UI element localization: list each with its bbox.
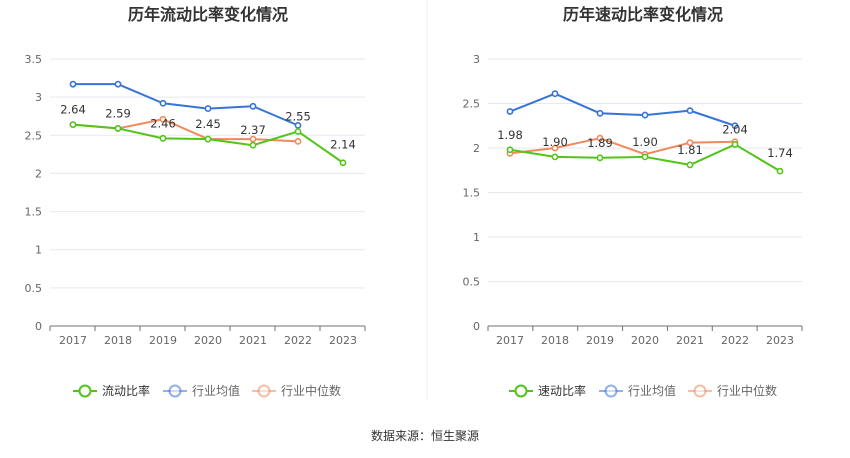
x-tick-label: 2022 xyxy=(284,334,312,347)
x-tick-label: 2021 xyxy=(239,334,267,347)
y-tick-label: 0 xyxy=(473,320,480,333)
legend-marker[interactable] xyxy=(168,384,182,398)
data-label: 2.46 xyxy=(150,116,176,130)
x-tick-label: 2021 xyxy=(676,334,704,347)
data-label: 2.45 xyxy=(195,117,221,131)
data-point-company[interactable] xyxy=(114,125,122,132)
y-tick-label: 2 xyxy=(35,167,42,180)
data-point-avg[interactable] xyxy=(249,102,257,110)
data-point-company[interactable] xyxy=(159,134,167,142)
data-point-company[interactable] xyxy=(294,128,302,135)
data-point-company[interactable] xyxy=(551,153,559,161)
data-source-text: 数据来源：恒生聚源 xyxy=(371,428,479,443)
x-tick-label: 2018 xyxy=(541,334,569,347)
x-tick-label: 2017 xyxy=(59,334,87,347)
x-tick-label: 2023 xyxy=(766,334,794,347)
data-point-avg[interactable] xyxy=(551,90,559,98)
data-point-median[interactable] xyxy=(596,134,604,142)
x-tick-label: 2020 xyxy=(194,334,222,347)
legend-marker[interactable] xyxy=(514,384,528,398)
data-point-company[interactable] xyxy=(506,146,514,154)
legend-label[interactable]: 速动比率 xyxy=(538,383,586,398)
data-point-avg[interactable] xyxy=(114,80,122,88)
y-tick-label: 2.5 xyxy=(25,129,43,142)
data-point-company[interactable] xyxy=(596,154,604,162)
data-point-avg[interactable] xyxy=(596,109,604,117)
legend-label[interactable]: 流动比率 xyxy=(102,383,150,398)
data-point-avg[interactable] xyxy=(731,122,739,130)
x-tick-label: 2017 xyxy=(496,334,524,347)
data-point-company[interactable] xyxy=(731,141,739,148)
legend-label[interactable]: 行业均值 xyxy=(192,383,240,398)
data-label: 1.90 xyxy=(542,135,568,149)
data-label: 2.37 xyxy=(240,123,266,137)
data-point-company[interactable] xyxy=(69,121,77,129)
data-point-company[interactable] xyxy=(686,161,694,169)
series-line-median xyxy=(509,137,736,156)
y-tick-label: 2.5 xyxy=(463,98,481,111)
y-tick-label: 1 xyxy=(35,244,42,257)
chart-title: 历年流动比率变化情况 xyxy=(128,5,288,24)
legend-label[interactable]: 行业均值 xyxy=(628,383,676,398)
data-point-company[interactable] xyxy=(339,159,347,167)
data-point-company[interactable] xyxy=(776,167,784,175)
data-point-avg[interactable] xyxy=(159,99,167,107)
y-tick-label: 0.5 xyxy=(25,282,43,295)
y-tick-label: 1 xyxy=(473,231,480,244)
x-tick-label: 2023 xyxy=(329,334,357,347)
data-label: 2.55 xyxy=(285,109,311,123)
x-tick-label: 2022 xyxy=(721,334,749,347)
data-label: 2.59 xyxy=(105,106,131,120)
data-point-avg[interactable] xyxy=(294,121,302,129)
legend-marker[interactable] xyxy=(257,384,271,398)
data-point-median[interactable] xyxy=(159,115,167,123)
legend-marker[interactable] xyxy=(78,384,92,398)
chart-title: 历年速动比率变化情况 xyxy=(563,5,723,24)
data-point-company[interactable] xyxy=(641,153,649,161)
data-point-company[interactable] xyxy=(204,135,212,143)
series-line-avg xyxy=(509,92,736,127)
data-point-avg[interactable] xyxy=(506,108,514,115)
legend-label[interactable]: 行业中位数 xyxy=(281,383,341,398)
data-label: 1.89 xyxy=(587,136,613,150)
data-label: 2.04 xyxy=(722,122,748,136)
data-point-avg[interactable] xyxy=(204,105,212,112)
legend-label[interactable]: 行业中位数 xyxy=(717,383,777,398)
data-point-median[interactable] xyxy=(551,144,559,152)
y-tick-label: 1.5 xyxy=(25,206,43,219)
data-point-avg[interactable] xyxy=(641,111,649,119)
data-label: 1.98 xyxy=(497,128,523,142)
data-label: 2.64 xyxy=(60,103,86,117)
y-tick-label: 3.5 xyxy=(25,53,43,66)
data-point-median[interactable] xyxy=(294,137,302,145)
data-point-median[interactable] xyxy=(249,135,257,143)
y-tick-label: 3 xyxy=(35,91,42,104)
legend-marker[interactable] xyxy=(604,384,618,398)
current-ratio-chart: 历年流动比率变化情况 0 0.5 1 1.5 2 2.5 3 3.5 2017 2018 2019 2… xyxy=(25,5,366,398)
data-label: 1.81 xyxy=(677,143,703,157)
x-tick-label: 2020 xyxy=(631,334,659,347)
data-point-company[interactable] xyxy=(249,141,257,149)
y-tick-label: 0 xyxy=(35,320,42,333)
x-tick-label: 2019 xyxy=(586,334,614,347)
data-label: 1.74 xyxy=(767,146,793,160)
data-point-avg[interactable] xyxy=(686,107,694,115)
x-tick-label: 2018 xyxy=(104,334,132,347)
data-label: 1.90 xyxy=(632,135,658,149)
y-tick-label: 0.5 xyxy=(463,276,481,289)
x-tick-label: 2019 xyxy=(149,334,177,347)
data-point-avg[interactable] xyxy=(69,80,77,88)
quick-ratio-chart: 历年速动比率变化情况 0 0.5 1 1.5 2 2.5 3 2017 2018 2019 2020… xyxy=(463,5,803,398)
legend-marker[interactable] xyxy=(693,384,707,398)
y-tick-label: 2 xyxy=(473,142,480,155)
data-point-median[interactable] xyxy=(686,139,694,147)
y-tick-label: 1.5 xyxy=(463,187,481,200)
data-label: 2.14 xyxy=(330,138,356,152)
series-line-avg xyxy=(73,83,299,127)
y-tick-label: 3 xyxy=(473,53,480,66)
